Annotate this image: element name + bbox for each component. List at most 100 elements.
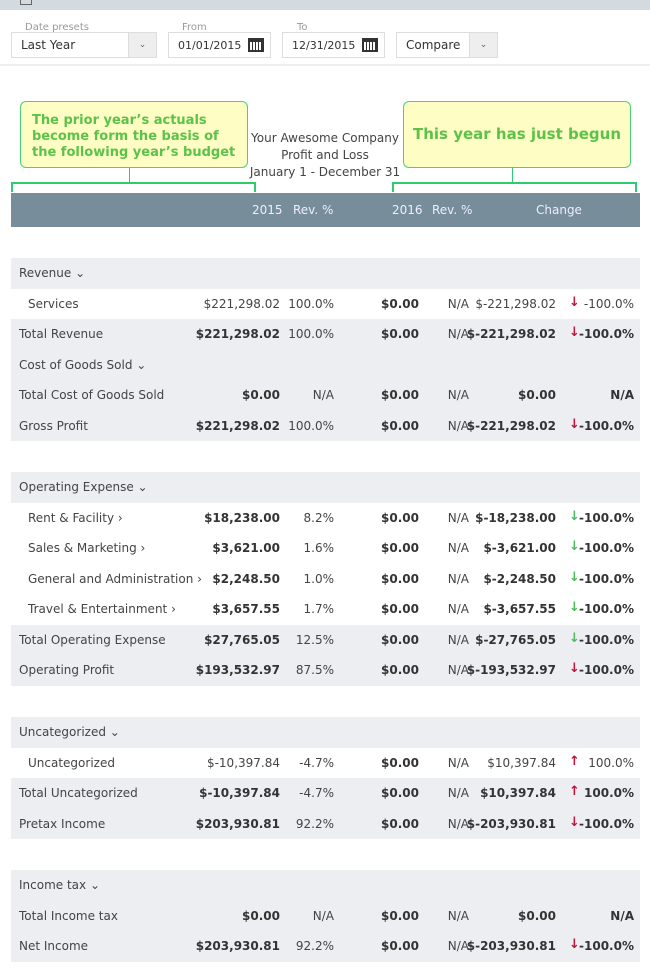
rev-pct-2016: N/A <box>447 541 469 555</box>
value-2016: $0.00 <box>381 663 419 677</box>
bracket-2015 <box>11 182 256 192</box>
date-presets-label: Date presets <box>22 22 92 33</box>
row-label: Net Income <box>19 939 89 953</box>
arrow-down-icon: ↓ <box>569 569 580 585</box>
section-header-row[interactable]: Cost of Goods Sold ⌄ <box>11 349 640 380</box>
table-row: Total Cost of Goods Sold $0.00 N/A $0.00 N/A… <box>11 380 640 411</box>
value-2015: $221,298.02 <box>195 418 280 433</box>
change-pct: -100.0% <box>579 602 634 616</box>
rev-pct-2015: 1.0% <box>303 571 335 586</box>
rev-pct-2015: 100.0% <box>288 327 334 341</box>
table-header: 2015 Rev. % 2016 Rev. % Change <box>11 193 640 227</box>
change-pct: -100.0% <box>579 327 634 341</box>
row-label: Travel & Entertainment › <box>28 602 176 616</box>
change-amount: $-27,765.05 <box>475 632 556 647</box>
rev-pct-2016: N/A <box>447 602 469 616</box>
value-2015: $-10,397.84 <box>199 786 280 800</box>
row-label: Operating Expense ⌄ <box>19 480 148 494</box>
report-name: Profit and Loss <box>281 148 369 162</box>
table-row[interactable]: Rent & Facility › $18,238.00 8.2% $0.00 N/A $… <box>11 503 640 534</box>
col-rev-pct-2015: Rev. % <box>293 203 334 217</box>
col-2015: 2015 <box>252 203 283 217</box>
rev-pct-2016: N/A <box>447 816 469 831</box>
value-2016: $0.00 <box>381 510 419 525</box>
date-presets-select[interactable]: Last Year ⌄ <box>11 32 157 58</box>
menu-icon[interactable] <box>20 0 32 5</box>
arrow-down-icon: ↓ <box>569 539 580 554</box>
change-amount: $-221,298.02 <box>466 327 556 341</box>
bracket-2016 <box>392 182 637 192</box>
value-2015: $221,298.02 <box>195 327 280 341</box>
value-2016: $0.00 <box>381 786 419 800</box>
section-header-row[interactable]: Operating Expense ⌄ <box>11 472 640 503</box>
rev-pct-2015: 12.5% <box>295 632 334 647</box>
table-row: Total Uncategorized $-10,397.84 -4.7% $0.00… <box>11 778 640 809</box>
value-2016: $0.00 <box>381 632 419 647</box>
value-2015: $203,930.81 <box>195 939 280 953</box>
rev-pct-2015: 100.0% <box>288 418 334 433</box>
table-row[interactable]: General and Administration › $2,248.50 1.0… <box>11 564 640 595</box>
table-row: Operating Profit $193,532.97 87.5% $0.00 N/A… <box>11 655 640 686</box>
value-2015: $27,765.05 <box>204 632 280 647</box>
change-pct: -100.0% <box>579 816 634 831</box>
change-amount: $0.00 <box>518 388 556 402</box>
rev-pct-2015: 1.6% <box>303 541 335 555</box>
filter-bar: Date presets Last Year ⌄ From 01/01/2015… <box>0 10 650 66</box>
row-label: Total Operating Expense <box>19 632 166 647</box>
value-2015: $193,532.97 <box>195 663 280 677</box>
table-row[interactable]: Sales & Marketing › $3,621.00 1.6% $0.00 N/A… <box>11 533 640 564</box>
change-pct: -100.0% <box>579 632 634 647</box>
change-amount: $-221,298.02 <box>475 296 556 311</box>
callout-connector <box>129 168 130 183</box>
value-2016: $0.00 <box>381 908 419 923</box>
compare-select[interactable]: Compare ⌄ <box>396 32 498 58</box>
arrow-down-icon: ↓ <box>569 937 580 952</box>
rev-pct-2015: N/A <box>312 908 334 923</box>
value-2016: $0.00 <box>381 388 419 402</box>
section-header-row[interactable]: Uncategorized ⌄ <box>11 717 640 748</box>
arrow-down-icon: ↓ <box>569 325 580 340</box>
value-2016: $0.00 <box>381 939 419 953</box>
rev-pct-2015: 92.2% <box>295 939 334 953</box>
compare-value: Compare <box>406 38 461 52</box>
table-row: Gross Profit $221,298.02 100.0% $0.00 N/A $-2… <box>11 410 640 441</box>
chevron-down-icon[interactable]: ⌄ <box>128 33 156 57</box>
value-2016: $0.00 <box>381 418 419 433</box>
calendar-icon[interactable] <box>362 38 378 52</box>
value-2016: $0.00 <box>381 541 419 555</box>
from-date-input[interactable]: 01/01/2015 <box>168 32 271 58</box>
table-row[interactable]: Travel & Entertainment › $3,657.55 1.7% $0.… <box>11 594 640 625</box>
calendar-icon[interactable] <box>248 38 264 52</box>
change-amount: $-203,930.81 <box>466 816 556 831</box>
row-label: Cost of Goods Sold ⌄ <box>19 357 147 372</box>
chevron-down-icon[interactable]: ⌄ <box>469 33 497 57</box>
date-presets-value: Last Year <box>21 38 76 52</box>
change-amount: $-3,621.00 <box>483 541 556 555</box>
report-period: January 1 - December 31 <box>249 165 401 179</box>
col-rev-pct-2016: Rev. % <box>432 203 473 217</box>
row-label: Sales & Marketing › <box>28 541 146 555</box>
row-label: Uncategorized <box>28 755 115 770</box>
change-amount: $-2,248.50 <box>483 571 556 586</box>
table-row: Total Revenue $221,298.02 100.0% $0.00 N/A $-… <box>11 319 640 350</box>
row-label: Total Uncategorized <box>19 786 138 800</box>
callout-prior-year: The prior year’s actuals become form the… <box>20 101 248 168</box>
section-header-row[interactable]: Income tax ⌄ <box>11 870 640 901</box>
rev-pct-2016: N/A <box>447 388 469 402</box>
rev-pct-2016: N/A <box>447 786 469 800</box>
arrow-down-icon: ↓ <box>569 508 580 524</box>
value-2015: $0.00 <box>242 908 280 923</box>
value-2016: $0.00 <box>381 296 419 311</box>
rev-pct-2015: 1.7% <box>303 602 335 616</box>
value-2016: $0.00 <box>381 327 419 341</box>
change-pct: -100.0% <box>579 939 634 953</box>
change-pct: N/A <box>610 388 634 402</box>
section-header-row[interactable]: Revenue ⌄ <box>11 258 640 289</box>
arrow-down-icon: ↓ <box>569 416 580 432</box>
change-amount: $10,397.84 <box>480 786 556 800</box>
arrow-up-icon: ↑ <box>569 753 580 769</box>
to-date-input[interactable]: 12/31/2015 <box>282 32 385 58</box>
change-pct: 100.0% <box>588 755 634 770</box>
value-2015: $203,930.81 <box>195 816 280 831</box>
top-bar <box>0 0 650 10</box>
